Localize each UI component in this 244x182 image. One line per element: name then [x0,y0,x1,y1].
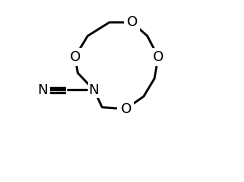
Text: O: O [70,50,81,64]
FancyBboxPatch shape [124,13,140,31]
Text: N: N [37,83,48,97]
Text: O: O [153,50,163,64]
Text: O: O [126,15,137,29]
FancyBboxPatch shape [88,82,100,98]
FancyBboxPatch shape [36,82,49,98]
FancyBboxPatch shape [67,48,83,66]
FancyBboxPatch shape [117,100,134,118]
Text: O: O [120,102,131,116]
Text: N: N [89,83,99,97]
FancyBboxPatch shape [150,48,166,66]
